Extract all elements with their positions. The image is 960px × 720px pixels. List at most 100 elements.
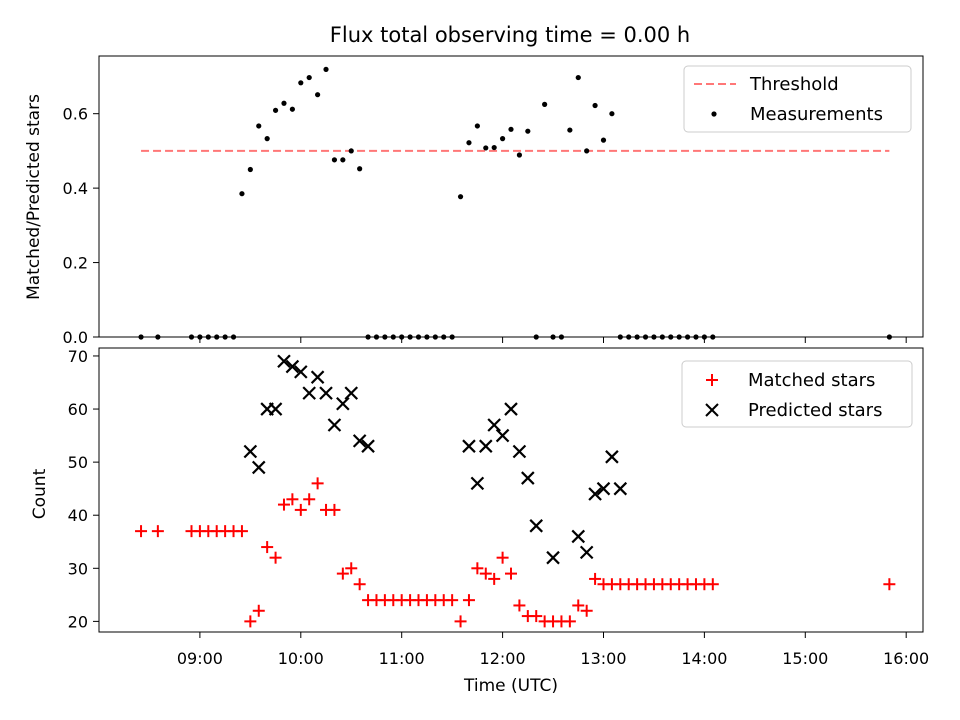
matched-star-point [530,610,543,623]
predicted-star-stroke-b [277,354,291,369]
predicted-star-point [571,529,586,544]
predicted-star-point [277,354,291,369]
measurement-point [609,111,615,117]
predicted-star-stroke-b [251,460,266,475]
measurement-point [516,152,523,158]
matched-star-point [446,594,459,607]
predicted-star-stroke-b [470,476,485,491]
measurement-point [323,66,329,72]
predicted-star-point [487,418,501,432]
matched-star-point [151,525,164,538]
bottom-y-tick-label: 50 [68,453,88,472]
bottom-x-tick-label: 16:00 [883,649,929,668]
top-y-tick-label: 0.2 [63,254,88,273]
matched-star-point [303,493,316,506]
matched-star-point [328,503,341,516]
predicted-star-point [319,386,333,400]
matched-star-point [454,615,467,628]
predicted-star-point [251,460,266,475]
top-y-tick-label: 0.6 [63,105,88,124]
predicted-star-point [546,550,560,565]
bottom-y-tick-label: 30 [68,559,88,578]
matched-star-point [235,525,248,538]
measurement-point [281,100,287,106]
predicted-star-point [470,476,485,491]
measurement-point [256,123,262,129]
measurement-point [584,148,590,154]
predicted-star-point [512,444,527,459]
matched-star-point [252,604,265,617]
bottom-plot-frame [98,347,924,633]
matched-star-point [479,567,492,580]
predicted-star-stroke-b [521,471,535,485]
measurement-point [592,102,598,109]
measurement-point [306,74,312,81]
bottom-x-tick-label: 14:00 [681,649,727,668]
matched-star-point [277,498,290,511]
predicted-star-point [344,386,359,400]
legend-measurements-label: Measurements [750,104,883,125]
matched-star-point [244,615,257,628]
matched-star-point [563,615,576,628]
top-y-ticks: 0.0 0.2 0.4 0.6 [63,105,99,347]
predicted-star-point [588,487,602,501]
bottom-y-tick-label: 40 [68,506,88,525]
predicted-star-point [478,439,493,453]
matched-star-point [580,604,593,617]
bottom-marks [135,354,896,628]
predicted-star-point [294,365,308,379]
matched-star-point [345,562,358,575]
bottom-x-tick-label: 11:00 [379,649,425,668]
predicted-star-stroke-b [529,519,544,533]
matched-star-point [311,477,324,490]
predicted-star-stroke-b [285,359,300,374]
measurement-point [483,145,489,151]
measurement-point [508,126,514,132]
bottom-x-axis-label: Time (UTC) [463,676,558,696]
bottom-y-tick-label: 20 [68,612,88,631]
predicted-star-stroke-b [361,439,375,453]
predicted-star-point [504,402,518,416]
bottom-y-axis-label: Count [30,468,50,519]
bottom-y-tick-label: 70 [68,347,88,366]
measurement-point [474,123,480,129]
measurement-point [499,136,506,142]
matched-star-point [135,525,148,538]
predicted-star-stroke-b [327,418,342,432]
matched-star-point [589,572,602,585]
measurement-point [247,166,253,173]
predicted-star-stroke-b [302,386,316,400]
predicted-star-stroke-b [588,487,602,501]
measurement-point [457,194,464,200]
matched-star-point [572,599,585,612]
bottom-legend: Matched stars Predicted stars [681,360,913,428]
predicted-star-stroke-b [596,481,611,496]
bottom-axes: 20 30 40 50 60 70 09:00 10:00 11:00 12:00 13:00 14… [30,347,929,696]
predicted-star-point [613,481,628,496]
matched-star-point [286,493,299,506]
measurement-point [466,140,472,146]
predicted-star-point [596,481,611,496]
predicted-star-stroke-b [319,386,333,400]
figure-title: Flux total observing time = 0.00 h [330,23,690,47]
predicted-star-stroke-b [546,550,560,565]
predicted-star-stroke-b [336,396,350,411]
top-legend-box [683,65,912,133]
measurement-point [331,157,338,163]
predicted-star-stroke-b [243,444,258,459]
predicted-star-stroke-b [571,529,586,544]
predicted-star-point [243,444,258,459]
predicted-star-stroke-b [352,434,367,448]
measurement-point [357,166,363,172]
predicted-star-stroke-b [512,444,527,459]
measurement-point [239,191,245,197]
matched-star-point [462,594,475,607]
legend-predicted-swatch [705,403,719,417]
predicted-star-point [336,396,350,411]
bottom-x-ticks: 09:00 10:00 11:00 12:00 13:00 14:00 15:00 16:00 [177,632,929,668]
bottom-y-ticks: 20 30 40 50 60 70 [68,347,99,631]
predicted-star-point [302,386,316,400]
top-y-tick-label: 0.0 [63,328,88,347]
top-marks [138,66,892,340]
